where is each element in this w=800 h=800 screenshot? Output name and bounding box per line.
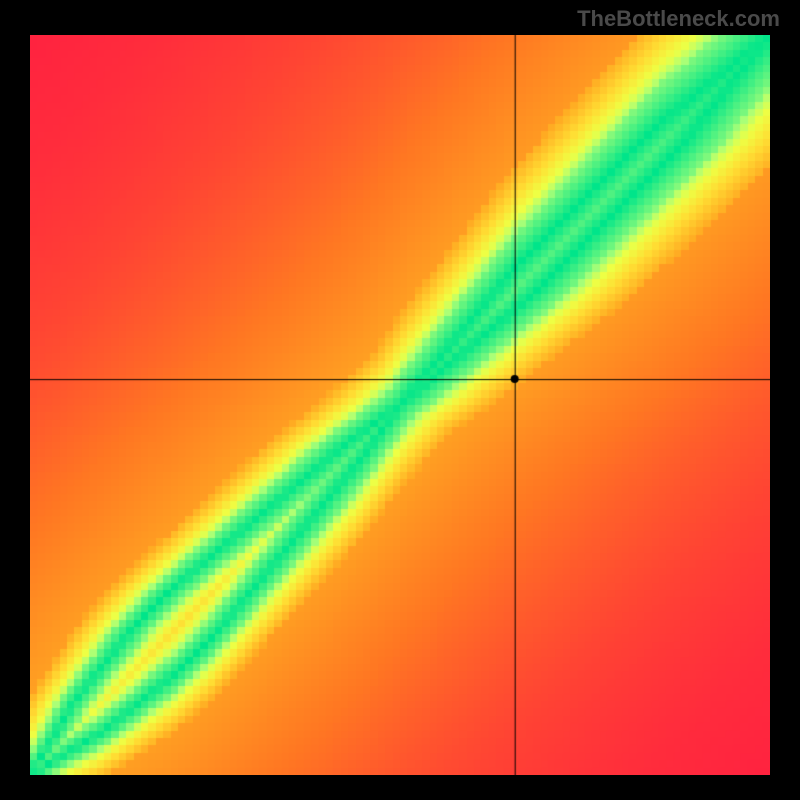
chart-container: TheBottleneck.com xyxy=(0,0,800,800)
crosshair-overlay xyxy=(30,35,770,775)
heatmap-plot xyxy=(30,35,770,775)
watermark-text: TheBottleneck.com xyxy=(577,6,780,32)
